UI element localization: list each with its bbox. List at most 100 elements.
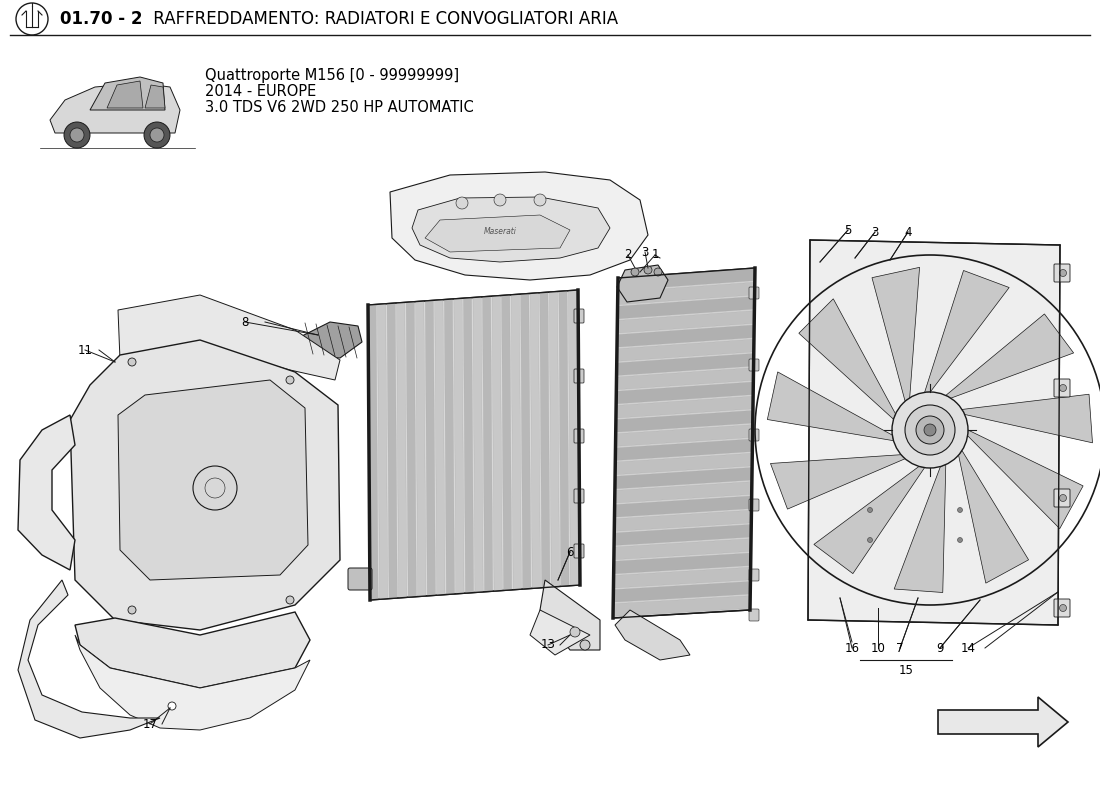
- Polygon shape: [118, 380, 308, 580]
- Circle shape: [644, 266, 652, 274]
- FancyBboxPatch shape: [1054, 489, 1070, 507]
- Polygon shape: [617, 325, 755, 347]
- Polygon shape: [614, 525, 751, 546]
- FancyBboxPatch shape: [749, 287, 759, 299]
- Polygon shape: [615, 482, 752, 503]
- Circle shape: [570, 627, 580, 637]
- Polygon shape: [770, 454, 905, 509]
- Text: 10: 10: [870, 642, 886, 654]
- Circle shape: [144, 122, 170, 148]
- Polygon shape: [617, 282, 755, 305]
- Text: 14: 14: [960, 642, 976, 654]
- Circle shape: [580, 640, 590, 650]
- Text: 16: 16: [845, 642, 859, 654]
- Polygon shape: [615, 454, 752, 474]
- FancyBboxPatch shape: [574, 309, 584, 323]
- Polygon shape: [90, 77, 165, 110]
- Text: 7: 7: [896, 642, 904, 654]
- Text: 8: 8: [241, 315, 249, 329]
- Polygon shape: [617, 354, 754, 375]
- Polygon shape: [18, 580, 160, 738]
- Polygon shape: [368, 290, 580, 600]
- FancyBboxPatch shape: [1054, 264, 1070, 282]
- Polygon shape: [412, 197, 610, 262]
- Polygon shape: [368, 305, 378, 600]
- Text: 13: 13: [540, 638, 556, 651]
- Circle shape: [1059, 494, 1067, 502]
- Polygon shape: [416, 301, 426, 597]
- Polygon shape: [799, 298, 895, 419]
- Text: 01.70 - 2: 01.70 - 2: [60, 10, 143, 28]
- Polygon shape: [549, 291, 560, 587]
- Polygon shape: [377, 304, 387, 599]
- FancyBboxPatch shape: [1054, 379, 1070, 397]
- Polygon shape: [614, 510, 751, 531]
- Polygon shape: [616, 368, 754, 390]
- Polygon shape: [616, 382, 754, 404]
- Polygon shape: [397, 302, 407, 598]
- Circle shape: [957, 507, 962, 513]
- Polygon shape: [390, 172, 648, 280]
- FancyBboxPatch shape: [1054, 599, 1070, 617]
- Polygon shape: [615, 467, 752, 489]
- Circle shape: [168, 702, 176, 710]
- FancyBboxPatch shape: [574, 369, 584, 383]
- Circle shape: [286, 596, 294, 604]
- Polygon shape: [540, 292, 550, 588]
- Polygon shape: [454, 298, 464, 594]
- Polygon shape: [894, 465, 946, 593]
- Circle shape: [868, 507, 872, 513]
- Polygon shape: [614, 567, 750, 588]
- Polygon shape: [615, 496, 751, 517]
- Polygon shape: [463, 298, 474, 593]
- Circle shape: [64, 122, 90, 148]
- Text: 2014 - EUROPE: 2014 - EUROPE: [205, 84, 317, 99]
- Polygon shape: [925, 270, 1009, 392]
- Circle shape: [534, 194, 546, 206]
- Polygon shape: [613, 596, 750, 616]
- Circle shape: [868, 538, 872, 542]
- Text: Quattroporte M156 [0 - 99999999]: Quattroporte M156 [0 - 99999999]: [205, 68, 459, 83]
- Polygon shape: [618, 268, 755, 290]
- Circle shape: [924, 424, 936, 436]
- Polygon shape: [616, 425, 752, 446]
- Polygon shape: [18, 415, 75, 570]
- Polygon shape: [118, 295, 340, 380]
- Text: 1: 1: [651, 249, 659, 262]
- Text: RAFFREDDAMENTO: RADIATORI E CONVOGLIATORI ARIA: RAFFREDDAMENTO: RADIATORI E CONVOGLIATOR…: [148, 10, 618, 28]
- Circle shape: [494, 194, 506, 206]
- Text: 15: 15: [899, 663, 913, 677]
- Circle shape: [916, 416, 944, 444]
- Polygon shape: [75, 612, 310, 688]
- FancyBboxPatch shape: [574, 429, 584, 443]
- Text: 2: 2: [625, 249, 631, 262]
- FancyBboxPatch shape: [749, 359, 759, 371]
- Polygon shape: [387, 303, 397, 598]
- Polygon shape: [872, 267, 920, 402]
- Circle shape: [128, 606, 136, 614]
- Polygon shape: [768, 372, 893, 441]
- Polygon shape: [946, 314, 1074, 398]
- Polygon shape: [615, 610, 690, 660]
- Polygon shape: [613, 582, 750, 602]
- Polygon shape: [502, 295, 512, 590]
- Circle shape: [892, 392, 968, 468]
- Polygon shape: [614, 553, 751, 574]
- Polygon shape: [107, 81, 143, 108]
- Text: 3: 3: [641, 246, 649, 258]
- FancyBboxPatch shape: [749, 609, 759, 621]
- Text: 17: 17: [143, 718, 157, 730]
- Polygon shape: [617, 310, 755, 333]
- Polygon shape: [530, 293, 540, 589]
- Text: 9: 9: [936, 642, 944, 654]
- Polygon shape: [938, 697, 1068, 747]
- Polygon shape: [483, 296, 493, 592]
- Circle shape: [631, 268, 639, 276]
- Polygon shape: [444, 299, 454, 594]
- FancyBboxPatch shape: [574, 544, 584, 558]
- Polygon shape: [617, 297, 755, 318]
- Polygon shape: [540, 580, 600, 650]
- Text: 11: 11: [77, 343, 92, 357]
- Text: 5: 5: [845, 223, 851, 237]
- Text: 3.0 TDS V6 2WD 250 HP AUTOMATIC: 3.0 TDS V6 2WD 250 HP AUTOMATIC: [205, 100, 474, 115]
